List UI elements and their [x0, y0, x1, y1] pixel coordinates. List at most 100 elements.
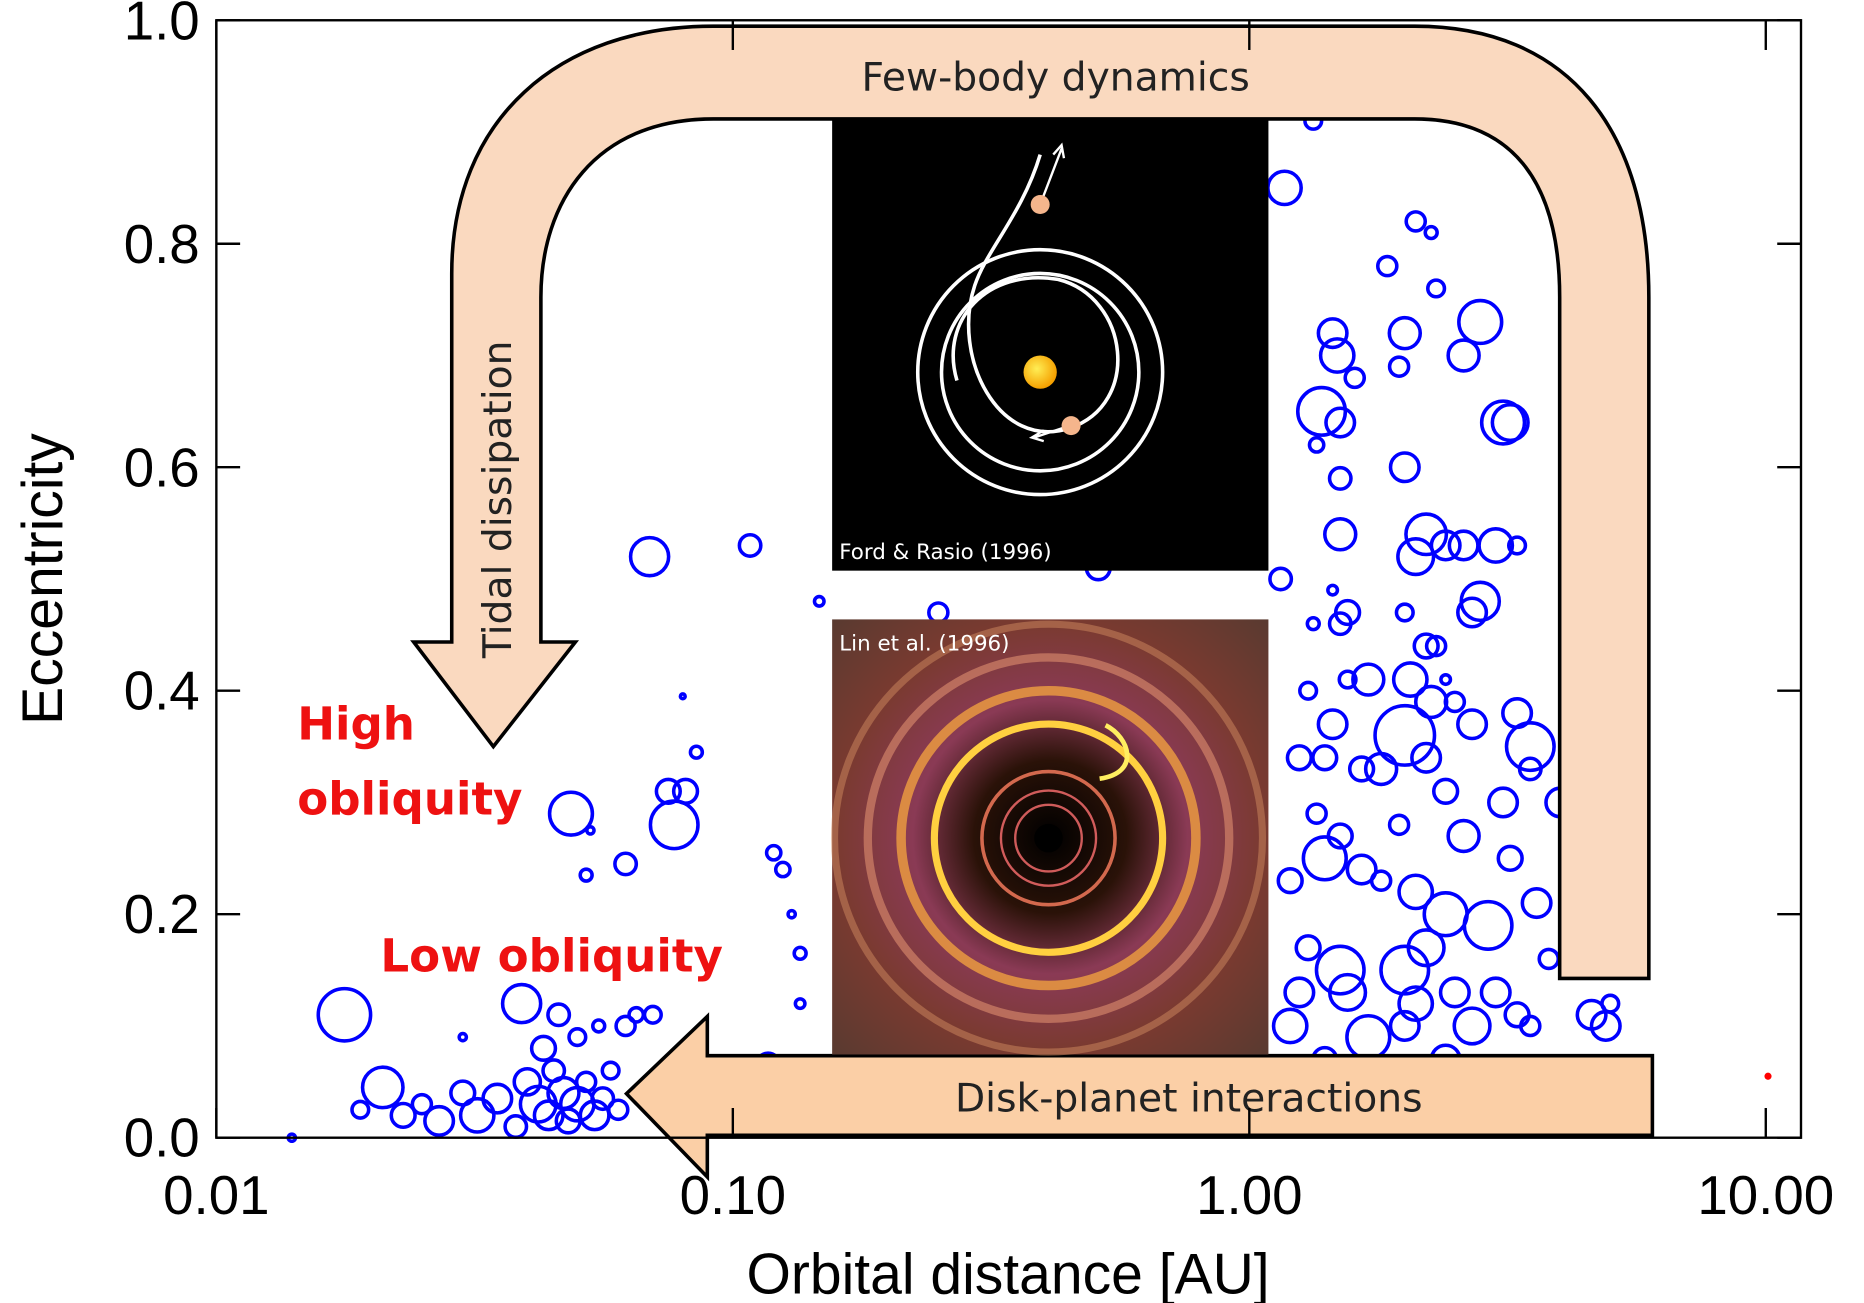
planet-point [585, 825, 596, 836]
planet-point [1345, 853, 1378, 886]
planet-point [1327, 611, 1353, 637]
planet-point [1276, 867, 1304, 895]
annotation: Disk-planet interactions [955, 1077, 1423, 1122]
x-axis-label: Orbital distance [AU] [747, 1242, 1270, 1303]
planet-point [574, 1070, 598, 1094]
planet-point [1438, 976, 1471, 1009]
planet-point [737, 532, 763, 558]
planet-point [389, 1101, 417, 1130]
planet-point [764, 843, 783, 862]
planet-point [1477, 527, 1515, 564]
planet-point [1424, 634, 1448, 658]
planet-point [648, 799, 700, 851]
planet-point [613, 851, 639, 877]
planet-point [1404, 512, 1449, 557]
planet-point [1387, 315, 1423, 351]
planet-point [1327, 465, 1353, 491]
planet-point [1294, 934, 1322, 962]
planet-point [1426, 278, 1447, 299]
planet-point [927, 601, 950, 624]
y-tick-label: 0.2 [124, 883, 200, 945]
planet-point [1323, 517, 1358, 552]
planet-point [678, 692, 687, 701]
planet-point [360, 1065, 405, 1110]
planet-point [1324, 406, 1357, 439]
planet-point [1343, 366, 1367, 390]
planet-point [1457, 298, 1504, 346]
planet-point [628, 535, 671, 578]
planet-point [1351, 662, 1386, 697]
planet-point [1298, 680, 1319, 701]
planet-point [1479, 976, 1512, 1009]
planet-point [1520, 886, 1553, 920]
planet-point [1285, 744, 1314, 772]
planet-point [671, 777, 700, 805]
planet-point [1412, 632, 1440, 660]
planet-point [1447, 529, 1480, 562]
annotation: Few-body dynamics [861, 55, 1249, 100]
planet-point [1388, 451, 1421, 484]
planet-point [614, 1014, 637, 1038]
planet-point [1479, 399, 1527, 446]
planet-point [547, 790, 595, 837]
planet-point [1387, 355, 1411, 378]
planet-point [567, 1027, 588, 1048]
planet-point [1318, 337, 1356, 374]
planet-point [1345, 1013, 1392, 1061]
planet-point [1316, 708, 1349, 741]
disk-arrow [623, 1012, 1655, 1182]
disk-inset: Lin et al. (1996) [830, 619, 1269, 1056]
planet-point [688, 744, 705, 760]
planet-point [1326, 583, 1340, 597]
y-tick-label: 0.8 [124, 213, 200, 275]
planet-point [1503, 1001, 1531, 1029]
planet-point [458, 1096, 496, 1134]
planet-point [1397, 873, 1435, 911]
planet-point [1295, 385, 1348, 437]
planet-point [457, 1031, 469, 1043]
planet-point [503, 1114, 529, 1140]
planet-point [1394, 602, 1415, 623]
y-tick-label: 0.6 [124, 436, 200, 498]
points-layer [286, 110, 1772, 1144]
planet-point [1327, 972, 1368, 1013]
planet-point [1311, 744, 1339, 772]
planet-point [591, 1018, 607, 1034]
planet-point [773, 860, 792, 879]
planet-point [1379, 944, 1431, 996]
planet-point [529, 1034, 558, 1062]
x-tick-label: 0.01 [163, 1164, 269, 1226]
planet-point [1462, 899, 1514, 951]
planet-point [792, 945, 808, 962]
planet-point [1316, 317, 1349, 350]
planet-point [500, 982, 543, 1025]
planet-point [1373, 703, 1437, 767]
planet-point [1307, 435, 1326, 454]
planet-point [1283, 976, 1316, 1009]
planet-point [1506, 535, 1528, 556]
y-axis-label: Eccentricity [11, 433, 75, 725]
planet-point [1305, 615, 1321, 632]
planet-point [1452, 1006, 1492, 1046]
planet-point [1490, 402, 1530, 443]
planet-point [1404, 210, 1428, 233]
y-tick-label: 0.4 [124, 660, 200, 722]
planet-point [1305, 802, 1328, 825]
planet-point [1363, 751, 1399, 787]
planet-point [481, 1082, 514, 1115]
planet-point [316, 986, 373, 1043]
planet-point [512, 1066, 543, 1097]
planet-point [1347, 755, 1376, 783]
planet-point [793, 997, 807, 1011]
orbit-inset: Ford & Rasio (1996) [832, 118, 1269, 571]
y-tick-label: 0.0 [124, 1107, 200, 1169]
plot-frame [215, 19, 1803, 1139]
planet-point [590, 1086, 616, 1112]
planet-point [1369, 869, 1393, 892]
planet-point [1504, 721, 1556, 773]
planet-point [1446, 818, 1481, 854]
x-tick-label: 0.10 [680, 1164, 786, 1226]
planet-point [546, 1002, 572, 1028]
planet-point [1423, 224, 1439, 241]
